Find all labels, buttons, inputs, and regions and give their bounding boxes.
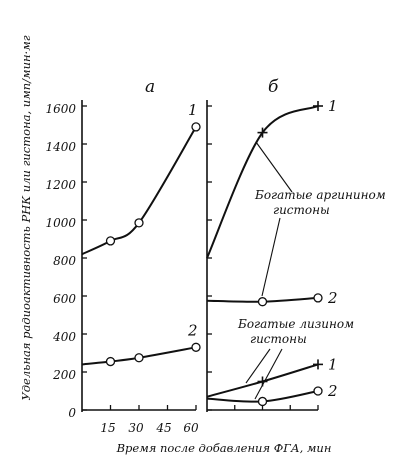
series-label: 1 <box>328 97 338 115</box>
data-point <box>134 353 144 363</box>
y-tick-label: 1000 <box>45 216 76 230</box>
data-point <box>134 218 144 228</box>
annotation-arginine-line2: гистоны <box>273 203 330 217</box>
series-markers <box>105 122 323 407</box>
y-tick-label: 400 <box>52 330 76 344</box>
data-point <box>257 376 268 387</box>
data-point <box>313 293 323 303</box>
y-tick-labels: 1600 1400 1200 1000 800 600 400 200 0 <box>45 102 76 420</box>
leader-lysine-lower <box>254 348 283 400</box>
y-tick-label: 200 <box>52 368 76 382</box>
series-label: 1 <box>328 355 338 373</box>
series-label: 2 <box>187 321 198 339</box>
series-labels: 1 2 1 2 1 2 <box>187 97 338 400</box>
axes <box>81 100 319 412</box>
leader-arginine-upper <box>255 141 293 193</box>
series-curves <box>81 105 319 403</box>
series-line-1 <box>206 105 319 259</box>
y-tick-label: 0 <box>68 406 76 420</box>
data-point <box>313 386 323 396</box>
annotation-lysine-line1: Богатые лизином <box>237 317 354 331</box>
series-line-2 <box>81 346 197 366</box>
x-tick-label: 60 <box>183 421 199 435</box>
series-line-1 <box>81 126 197 256</box>
annotation-arginine-line1: Богатые аргинином <box>254 188 386 202</box>
data-point <box>257 396 268 407</box>
series-end-marker <box>313 359 323 370</box>
panel-b-label: б <box>268 77 279 97</box>
y-tick-label: 1400 <box>45 140 76 154</box>
series-label: 2 <box>327 289 338 307</box>
y-tick-label: 800 <box>53 254 76 268</box>
data-point <box>105 356 116 367</box>
series-end-marker <box>313 101 323 111</box>
x-tick-label: 45 <box>155 421 171 435</box>
data-point <box>257 297 268 307</box>
y-tick-label: 1200 <box>45 178 76 192</box>
y-tick-label: 600 <box>53 292 76 306</box>
data-point <box>105 236 116 246</box>
data-point <box>191 342 201 352</box>
series-label: 1 <box>188 101 198 119</box>
series-label: 2 <box>327 382 338 400</box>
x-axis-title: Время после добавления ФГА, мин <box>116 441 332 455</box>
y-tick-label: 1600 <box>45 102 76 116</box>
data-point <box>191 122 201 132</box>
leader-arginine-lower <box>261 217 281 297</box>
annotation-lysine-line2: гистоны <box>250 332 307 346</box>
leader-lysine-upper <box>245 348 271 384</box>
data-point <box>257 127 268 138</box>
y-axis-title: Удельная радиоактивность РНК или гистона… <box>19 35 33 400</box>
x-tick-labels-a: 15 30 45 60 <box>100 421 199 435</box>
x-tick-label: 15 <box>100 421 115 435</box>
panel-a-label: а <box>145 77 155 97</box>
x-tick-label: 30 <box>128 421 144 435</box>
